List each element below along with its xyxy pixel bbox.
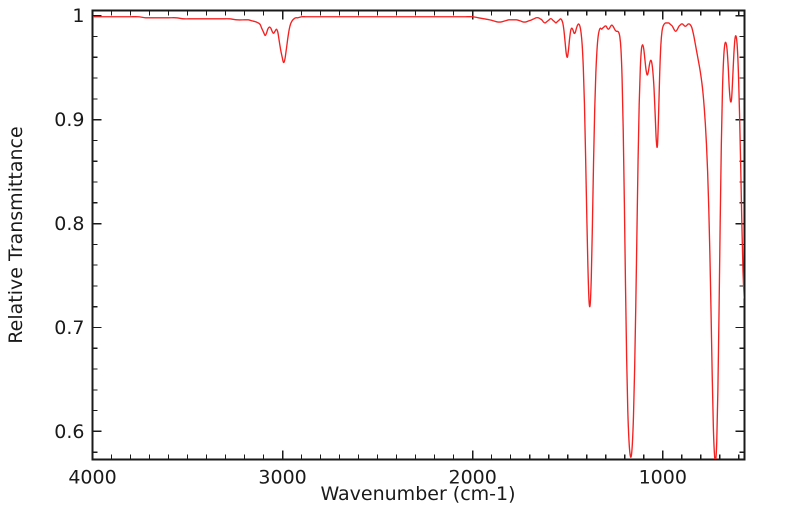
x-axis-minor-ticks xyxy=(110,10,740,460)
y-tick-label: 0.7 xyxy=(54,317,84,339)
x-tick-label: 1000 xyxy=(639,467,687,489)
x-tick-label: 4000 xyxy=(68,467,116,489)
y-axis-title: Relative Transmittance xyxy=(5,126,27,343)
y-tick-label: 0.8 xyxy=(54,213,84,235)
plot-frame xyxy=(91,9,746,461)
y-axis-major-ticks xyxy=(92,14,745,433)
y-tick-label: 1 xyxy=(72,5,84,27)
x-axis-major-ticks xyxy=(91,10,664,460)
x-axis-tick-labels: 4000 3000 2000 1000 xyxy=(68,467,687,489)
y-tick-label: 0.9 xyxy=(54,109,84,131)
x-tick-label: 2000 xyxy=(448,467,496,489)
spectrum-series-group xyxy=(93,15,744,459)
y-axis-tick-labels: 0.6 0.7 0.8 0.9 1 xyxy=(54,5,84,443)
y-axis-minor-ticks xyxy=(92,35,745,453)
x-axis-title: Wavenumber (cm-1) xyxy=(320,483,515,505)
x-tick-label: 3000 xyxy=(258,467,306,489)
spectrum-curve xyxy=(93,15,744,459)
y-tick-label: 0.6 xyxy=(54,421,84,443)
